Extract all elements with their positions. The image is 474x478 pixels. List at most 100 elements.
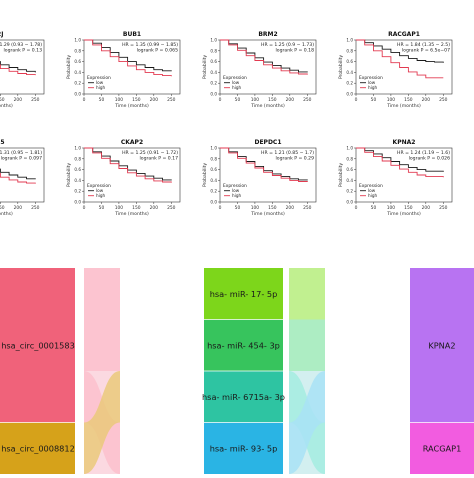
km-panel: BUB1 HR = 1.35 (0.99 − 1.85)logrank P = 0… [66,31,181,109]
km-curve-high [84,39,172,77]
km-x-tick-label: 100 [387,205,396,211]
km-y-tick-label: 0.8 [210,48,217,53]
sankey-node [204,268,283,320]
km-x-tick-label: 0 [219,205,222,211]
km-gene-title: DEPDC1 [254,139,281,146]
km-x-axis-label: Time (months) [0,211,13,217]
km-x-axis-label: Time (months) [250,103,285,109]
km-panel: DEPDC1 HR = 1.21 (0.85 − 1.7)logrank P = … [202,139,317,217]
km-y-tick-label: 0.6 [210,167,217,172]
km-p-label: logrank P = 0.065 [137,48,179,54]
km-gene-title: KPNA2 [393,139,416,146]
km-y-tick-label: 0.2 [210,189,217,194]
sankey-node [204,422,283,474]
km-plot-frame [355,39,453,95]
km-y-tick-label: 1.0 [74,38,81,43]
km-legend-entry: high [368,193,377,198]
km-x-tick-label: 250 [303,97,312,103]
km-legend-entry: high [96,193,105,198]
km-gene-title: PF2J [0,31,3,38]
km-p-label: logrank P = 6.5e−07 [402,48,450,54]
km-gene-title: BUB1 [123,31,141,38]
km-plot-frame [219,39,317,95]
sankey-node-label: KPNA2 [428,340,455,350]
sankey-flow [84,268,120,320]
km-y-tick-label: 0.6 [74,167,81,172]
km-plot-frame [83,147,181,203]
km-plot-frame [83,39,181,95]
km-x-axis-label: Time (months) [386,103,421,109]
km-x-tick-label: 250 [439,97,448,103]
sankey-node-label: hsa_circ_0008812 [1,443,75,453]
km-y-tick-label: 0.2 [74,189,81,194]
km-hr-label: HR = 1.84 (1.35 − 2.5) [397,42,450,48]
km-y-tick-label: 0.4 [346,70,353,75]
km-y-tick-label: 0.2 [210,81,217,86]
km-legend-title: Expression [359,75,383,81]
km-panel: RACGAP1 HR = 1.84 (1.35 − 2.5)logrank P =… [338,31,453,109]
km-x-tick-label: 50 [371,205,377,211]
km-x-axis-label: Time (months) [114,103,149,109]
km-x-tick-label: 200 [14,205,23,211]
km-x-tick-label: 150 [132,205,141,211]
km-y-axis-label: Probability [338,55,344,80]
km-x-tick-label: 200 [14,97,23,103]
km-legend-entry: high [232,85,241,90]
km-hr-label: HR = 1.25 (0.91 − 1.72) [122,150,178,156]
km-x-tick-label: 250 [31,205,40,211]
km-y-tick-label: 0.2 [346,189,353,194]
km-x-tick-label: 100 [387,97,396,103]
km-x-tick-label: 100 [115,97,124,103]
km-x-axis-label: Time (months) [114,211,149,217]
sankey-node [204,371,283,423]
km-curve-high [356,39,444,79]
sankey-node-label: RACGAP1 [423,443,462,453]
km-y-tick-label: 0.8 [346,156,353,161]
sankey-node-label: hsa_circ_0001583 [1,340,75,350]
km-y-tick-label: 0.8 [74,48,81,53]
km-legend-entry: high [368,85,377,90]
km-y-tick-label: 0.8 [74,156,81,161]
km-plot-frame [0,147,45,203]
km-x-tick-label: 0 [219,97,222,103]
km-y-tick-label: 0.6 [346,59,353,64]
km-gene-title: RACGAP1 [388,31,420,38]
km-x-tick-label: 150 [268,205,277,211]
km-x-axis-label: Time (months) [250,211,285,217]
km-y-tick-label: 1.0 [74,146,81,151]
km-curve-low [356,147,444,172]
km-y-tick-label: 1.0 [210,146,217,151]
km-legend-entry: high [96,85,105,90]
km-hr-label: HR = 1.29 (0.93 − 1.78) [0,42,42,48]
km-y-tick-label: 0.4 [210,178,217,183]
km-x-tick-label: 0 [355,205,358,211]
km-curve-high [84,147,172,183]
sankey-node-label: hsa- miR- 6715a- 3p [202,392,285,402]
km-y-axis-label: Probability [202,55,208,80]
km-x-tick-label: 0 [355,97,358,103]
km-x-tick-label: 50 [99,97,105,103]
km-panel: CKAP2 HR = 1.25 (0.91 − 1.72)logrank P = … [66,139,181,217]
km-legend-entry: low [232,80,240,85]
km-x-tick-label: 150 [404,205,413,211]
sankey-flow [289,268,325,320]
km-x-tick-label: 250 [31,97,40,103]
km-x-tick-label: 0 [83,205,86,211]
km-curve-low [0,61,36,73]
km-panel: KPNA2 HR = 1.24 (1.19 − 1.6)logrank P = 0… [338,139,453,217]
km-panel: EPS5 HR = 1.31 (0.95 − 1.81)logrank P = 0… [0,139,45,217]
km-panel: BRM2 HR = 1.25 (0.9 − 1.73)logrank P = 0.… [202,31,317,109]
sankey-flow [84,319,120,371]
km-y-axis-label: Probability [66,163,72,188]
km-hr-label: HR = 1.35 (0.99 − 1.85) [122,42,178,48]
km-plot-frame [355,147,453,203]
km-x-tick-label: 200 [422,205,431,211]
km-legend-title: Expression [359,183,383,189]
sankey-node [410,422,474,474]
km-hr-label: HR = 1.25 (0.9 − 1.73) [261,42,314,48]
km-legend-entry: low [368,188,376,193]
km-gene-title: EPS5 [0,139,5,146]
km-p-label: logrank P = 0.29 [275,156,314,162]
km-y-tick-label: 0.0 [74,200,81,205]
km-p-label: logrank P = 0.13 [3,48,42,54]
